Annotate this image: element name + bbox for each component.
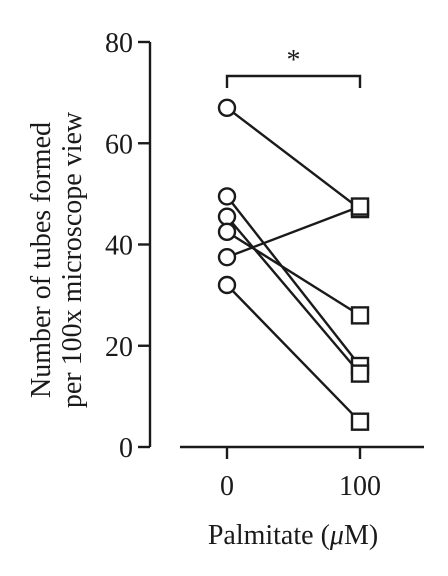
pair-connector-line	[226, 284, 361, 423]
pair-connector-line	[226, 195, 361, 367]
point-100-um	[350, 306, 370, 325]
axes	[148, 42, 424, 449]
y-tick-label: 60	[105, 129, 133, 160]
point-0-um	[217, 275, 237, 295]
x-axis-title-prefix: Palmitate (	[208, 520, 330, 551]
point-0-um	[217, 187, 237, 206]
x-axis-title-suffix: M)	[344, 520, 378, 551]
y-tick-label: 0	[119, 433, 133, 464]
x-tick-label: 100	[339, 471, 381, 502]
y-tick-label: 80	[105, 28, 133, 59]
x-tick-label: 0	[220, 471, 234, 502]
y-tick-label: 40	[105, 231, 133, 262]
point-0-um	[217, 98, 237, 118]
pair-connector-line	[226, 215, 361, 375]
point-100-um	[350, 197, 370, 216]
point-0-um	[217, 207, 237, 226]
y-axis-title-line-1: Number of tubes formed	[26, 122, 57, 398]
paired-series	[217, 187, 370, 376]
y-tick-label: 20	[105, 332, 133, 363]
x-axis-title: Palmitate (μM)	[208, 520, 378, 551]
paired-series	[217, 222, 370, 325]
pair-connector-line	[226, 205, 361, 259]
paired-series	[217, 98, 370, 431]
point-0-um	[217, 222, 237, 242]
point-100-um	[350, 364, 370, 383]
paired-series	[217, 98, 370, 219]
point-0-um	[217, 247, 237, 267]
paired-series	[217, 275, 370, 431]
y-axis-title-line-2: per 100x microscope view	[57, 111, 88, 408]
significance-bracket-line	[225, 74, 362, 88]
paired-series	[217, 207, 370, 383]
pair-connector-line	[226, 230, 361, 317]
significance-bracket: *	[225, 45, 362, 88]
significance-label: *	[287, 45, 301, 76]
pair-connector-line	[226, 106, 361, 211]
paired-series	[217, 197, 370, 267]
x-axis-ticks: 0 100	[220, 447, 381, 502]
point-100-um	[350, 412, 370, 431]
x-axis-title-unit-mu: μ	[329, 520, 344, 551]
y-axis-ticks: 0 20 40 60 80	[105, 28, 150, 464]
